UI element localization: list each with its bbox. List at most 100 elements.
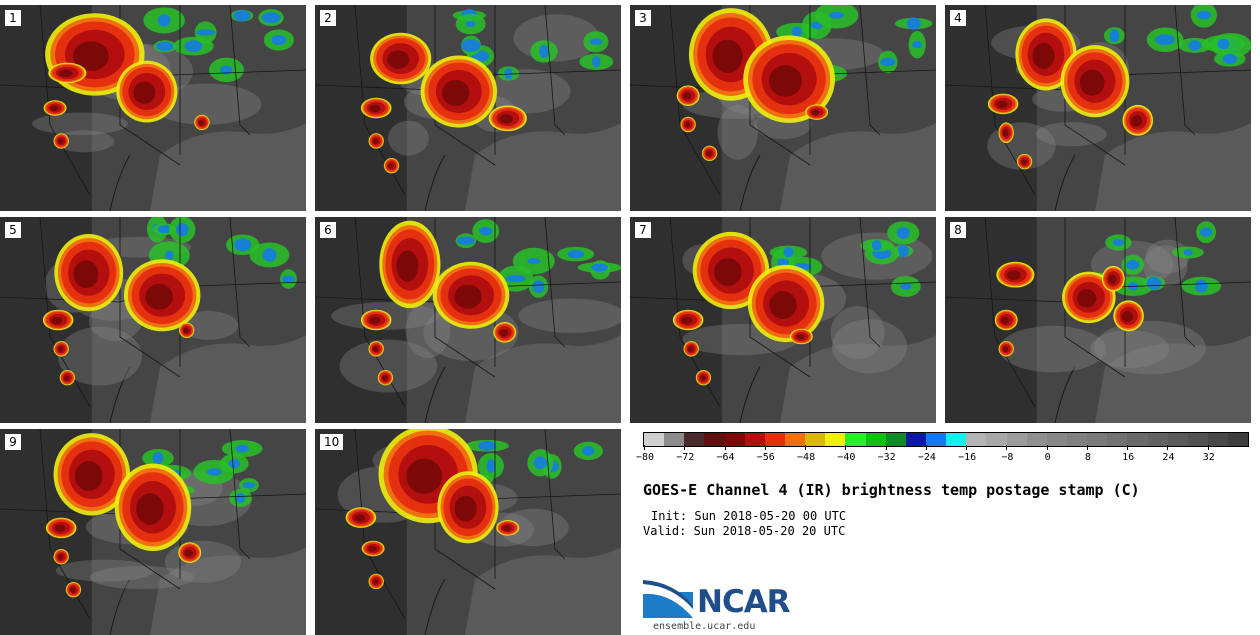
colorbar-tick-label: −24 (917, 452, 936, 463)
cirrus-haze (89, 566, 195, 590)
colorbar-tick (1046, 445, 1048, 450)
cloud-band-core (783, 247, 794, 258)
cloud-band-core (262, 248, 277, 262)
storm-overshoot (70, 587, 76, 593)
state-boundary (544, 5, 566, 136)
panel-label: 10 (320, 434, 344, 450)
cloud-band-core (539, 44, 549, 59)
cloud-band-core (896, 226, 910, 239)
colorbar-swatch (1167, 433, 1188, 446)
storm-overshoot (74, 461, 103, 491)
gulf-of-mexico (780, 335, 936, 423)
storm-overshoot (57, 138, 64, 145)
state-boundary (859, 5, 881, 136)
colorbar-tick (805, 445, 807, 450)
colorbar-tick-label: −16 (958, 452, 977, 463)
colorbar-swatch (764, 433, 785, 446)
colorbar-swatch (704, 433, 725, 446)
gulf-of-mexico (150, 335, 306, 423)
map-4-image (945, 5, 1251, 211)
cloud-band-core (533, 456, 548, 470)
website-link[interactable]: ensemble.ucar.edu (653, 621, 756, 632)
colorbar-tick-label: 0 (1044, 452, 1051, 463)
coastline (109, 366, 131, 423)
storm-overshoot (63, 375, 70, 381)
colorbar-ticks: −80 −72 −64 −56 −48 −40 −32 −24 −16 −8 0 8 16 24 32 (636, 445, 1249, 467)
state-boundary (229, 217, 251, 348)
map-5-image (0, 217, 306, 423)
map-1-image (0, 5, 306, 211)
colorbar-swatch (1026, 433, 1047, 446)
colorbar-tick-label: 16 (1122, 452, 1135, 463)
cloud-band-core (486, 459, 496, 473)
panel-label: 9 (5, 434, 21, 450)
state-boundary (354, 217, 406, 408)
colorbar-tick (764, 445, 766, 450)
colorbar-tick (1207, 445, 1209, 450)
colorbar-tick (1167, 445, 1169, 450)
colorbar-swatch (1006, 433, 1027, 446)
cloud-band-core (261, 12, 281, 24)
storm-overshoot (499, 114, 514, 124)
cloud-band-core (156, 41, 174, 52)
storm-overshoot (57, 346, 64, 352)
gulf-of-mexico (150, 547, 306, 635)
state-boundary (434, 5, 496, 166)
gulf-of-mexico (465, 547, 621, 635)
cirrus-haze (387, 120, 429, 156)
colorbar-swatch (865, 433, 886, 446)
storm-overshoot (372, 346, 379, 352)
storm-overshoot (681, 316, 693, 325)
map-8-image (945, 217, 1251, 423)
state-boundary (544, 217, 566, 348)
colorbar-swatch (1087, 433, 1108, 446)
cirrus-haze (405, 302, 451, 359)
storm-overshoot (1077, 289, 1097, 308)
cloud-band-core (1183, 249, 1193, 256)
panel-label: 1 (5, 10, 21, 26)
storm-overshoot (454, 495, 477, 522)
storm-overshoot (133, 81, 156, 104)
storm-overshoot (1121, 310, 1133, 323)
storm-overshoot (996, 100, 1008, 108)
cirrus-haze (498, 508, 569, 547)
cirrus-haze (518, 298, 621, 333)
storm-overshoot (768, 65, 802, 97)
storm-overshoot (184, 549, 193, 557)
state-boundary (229, 429, 251, 560)
storm-overshoot (406, 458, 443, 494)
map-6-image (315, 217, 621, 423)
panel-label: 8 (950, 222, 966, 238)
colorbar-tick-label: 24 (1162, 452, 1175, 463)
cloud-band-core (1188, 40, 1202, 51)
colorbar-swatch (1127, 433, 1148, 446)
state-boundary (669, 5, 721, 196)
map-10-image (315, 429, 621, 635)
cloud-band-core (912, 40, 923, 49)
colorbar-tick (644, 445, 645, 450)
coastline (424, 578, 446, 635)
cloud-band-core (791, 26, 803, 38)
cirrus-haze (32, 112, 128, 136)
ncar-logo-icon (643, 580, 693, 618)
colorbar-swatch (1107, 433, 1128, 446)
cloud-band-core (532, 280, 545, 293)
cloud-band-core (152, 451, 164, 465)
cloud-band-core (478, 440, 497, 451)
colorbar-tick-label: −80 (635, 452, 655, 463)
panel-label: 2 (320, 10, 336, 26)
state-boundary (229, 5, 251, 136)
colorbar-tick (1006, 445, 1008, 450)
colorbar-tick (966, 445, 968, 450)
cloud-band-core (1112, 238, 1124, 247)
storm-overshoot (354, 514, 366, 522)
map-panel-1: 1 (0, 5, 306, 211)
state-boundary (544, 429, 566, 560)
colorbar-tick (845, 445, 847, 450)
colorbar-tick-label: −56 (756, 452, 775, 463)
cloud-band-core (479, 226, 493, 236)
storm-overshoot (369, 316, 381, 325)
coastline (1054, 366, 1076, 423)
cloud-band-core (504, 67, 513, 80)
cirrus-haze (999, 325, 1107, 373)
